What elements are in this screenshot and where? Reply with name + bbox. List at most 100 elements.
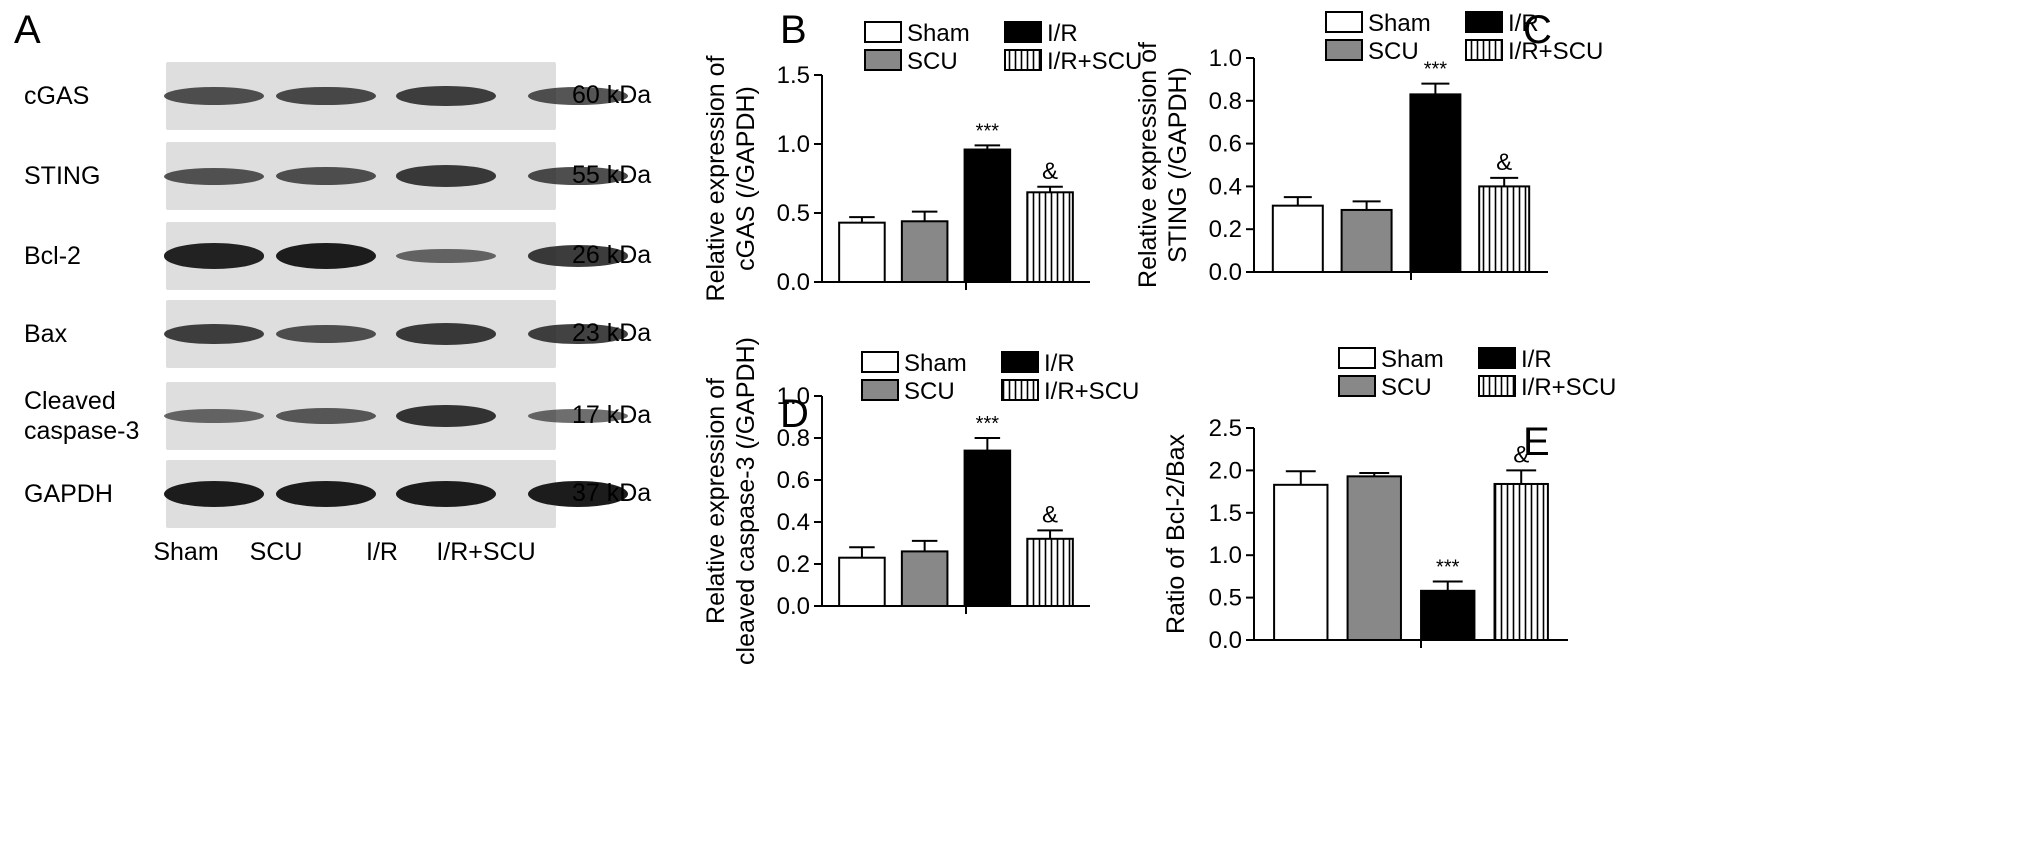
y-tick-label: 0.6 (777, 467, 810, 494)
legend-swatch (1004, 49, 1042, 71)
y-tick-label: 1.0 (777, 383, 810, 410)
legend-label: SCU (1368, 38, 1419, 65)
blot-band (396, 248, 496, 264)
significance-mark: *** (976, 413, 1000, 435)
chart-e: 0.0 0.5 1.0 1.5 2.0 2.5 Ratio of Bcl-2/Bax *** &… (1162, 346, 1616, 654)
y-tick-label: 1.0 (1209, 542, 1242, 569)
legend-swatch (864, 21, 902, 43)
blot-band (396, 404, 496, 428)
bar (1493, 482, 1549, 641)
chart-c: 0.0 0.2 0.4 0.6 0.8 1.0 Relative expression of… (1134, 10, 1603, 288)
bar (1340, 208, 1393, 274)
y-axis-label-line: Relative expression of (702, 55, 730, 301)
blot-band (528, 408, 628, 424)
bar (963, 449, 1012, 607)
legend-swatch (1001, 351, 1039, 373)
bar (900, 550, 949, 608)
blot-band (164, 323, 264, 345)
y-tick-label: 0.2 (1209, 216, 1242, 243)
blot-band (276, 407, 376, 425)
y-tick-label: 2.5 (1209, 415, 1242, 442)
y-tick-label: 0.0 (1209, 627, 1242, 654)
legend-swatch (1465, 39, 1503, 61)
blot-band (276, 481, 376, 507)
kda-label: 17 kDa (572, 401, 652, 429)
panel-letter-b: B (780, 8, 807, 52)
bar (1273, 483, 1329, 642)
y-tick-label: 0.2 (777, 551, 810, 578)
protein-label: Cleaved caspase-3 (24, 387, 140, 445)
blot-band (164, 167, 264, 185)
lane-label: Sham (153, 538, 219, 566)
kda-label: 37 kDa (572, 479, 652, 507)
y-tick-label: 0.0 (777, 269, 810, 296)
y-tick-label: 0.0 (1209, 259, 1242, 286)
blot-band (276, 325, 376, 343)
lane-label: SCU (249, 538, 303, 566)
kda-label: 55 kDa (572, 161, 652, 189)
bar (1409, 93, 1462, 273)
bar (1420, 589, 1476, 641)
y-axis-label: Relative expression ofSTING (/GAPDH) (1134, 42, 1192, 288)
protein-label: cGAS (24, 82, 90, 110)
legend-label: Sham (1368, 10, 1431, 37)
legend-swatch (864, 49, 902, 71)
legend-swatch (1478, 375, 1516, 397)
western-blot-panel: A cGAS 60 kDa STING 55 kDa Bcl-2 26 kDa Bax 23 … (0, 0, 700, 842)
legend-swatch (1478, 347, 1516, 369)
legend-label: I/R (1521, 346, 1552, 373)
y-tick-label: 1.5 (1209, 500, 1242, 527)
blot-band (396, 323, 496, 345)
significance-mark: *** (1436, 556, 1460, 578)
kda-label: 23 kDa (572, 319, 652, 347)
legend-swatch (861, 379, 899, 401)
bar (838, 556, 886, 608)
y-tick-label: 0.0 (777, 593, 810, 620)
bar (900, 220, 949, 283)
legend-label: I/R+SCU (1508, 38, 1603, 65)
legend-swatch (1325, 11, 1363, 33)
bar (1271, 204, 1324, 273)
bar (1026, 191, 1074, 283)
blot-band (528, 481, 628, 507)
panel-letter-d: D (780, 392, 809, 436)
legend-label: I/R+SCU (1521, 374, 1616, 401)
blot-band (164, 87, 264, 105)
y-axis-label-line: Relative expression of (1134, 42, 1162, 288)
y-tick-label: 0.5 (777, 200, 810, 227)
blot-band (396, 481, 496, 507)
blot-band (396, 85, 496, 107)
y-axis-label-line: cleaved caspase-3 (/GAPDH) (732, 337, 760, 665)
legend-label: SCU (1381, 374, 1432, 401)
blot-band (276, 86, 376, 106)
protein-label: GAPDH (24, 480, 113, 508)
significance-mark: & (1042, 501, 1058, 528)
legend-swatch (1004, 21, 1042, 43)
legend-label: Sham (907, 20, 970, 47)
blot-band (528, 87, 628, 105)
legend-swatch (1338, 375, 1376, 397)
panel-letter-a: A (14, 8, 41, 52)
panel-letter-e: E (1523, 420, 1550, 464)
legend-swatch (1001, 379, 1039, 401)
y-tick-label: 0.4 (1209, 173, 1242, 200)
bar (838, 221, 886, 284)
blot-band (164, 243, 264, 269)
legend-swatch (861, 351, 899, 373)
blot-band (276, 167, 376, 185)
legend-label: SCU (904, 378, 955, 405)
significance-mark: *** (976, 120, 1000, 142)
y-axis-label: Ratio of Bcl-2/Bax (1162, 433, 1190, 634)
legend-label: Sham (904, 350, 967, 377)
legend-label: SCU (907, 48, 958, 75)
kda-label: 60 kDa (572, 81, 652, 109)
protein-label: Bcl-2 (24, 242, 81, 270)
kda-label: 26 kDa (572, 241, 652, 269)
y-tick-label: 0.4 (777, 509, 810, 536)
blot-band (528, 166, 628, 186)
y-tick-label: 2.0 (1209, 457, 1242, 484)
y-tick-label: 0.5 (1209, 585, 1242, 612)
y-tick-label: 0.8 (777, 425, 810, 452)
y-axis-label-line: Relative expression of (702, 378, 730, 624)
